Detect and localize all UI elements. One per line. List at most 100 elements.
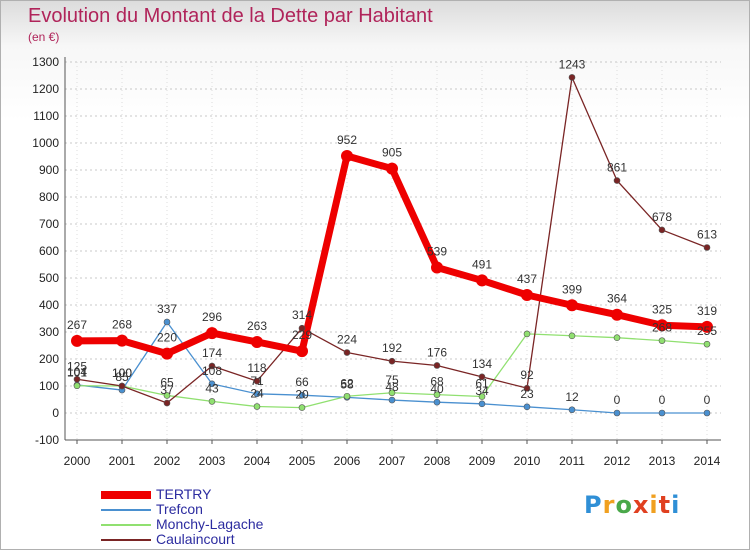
x-tick-label: 2000: [64, 454, 91, 468]
data-label-tertry: 229: [292, 328, 312, 342]
data-point-tertry: [521, 289, 533, 302]
data-label-monchy-lagache: 100: [112, 366, 132, 380]
data-point-trefcon: [388, 396, 396, 404]
data-point-caulaincourt: [523, 384, 531, 392]
data-label-caulaincourt: 134: [472, 357, 492, 371]
data-point-caulaincourt: [568, 74, 576, 81]
data-point-tertry: [341, 149, 353, 162]
data-label-tertry: 491: [472, 257, 492, 271]
x-tick-label: 2004: [244, 454, 271, 468]
data-label-monchy-lagache: 20: [295, 388, 309, 402]
data-point-tertry: [611, 308, 623, 321]
chart-subtitle: (en €): [28, 30, 60, 44]
legend-swatch-tertry: [101, 491, 151, 499]
data-label-tertry: 364: [607, 292, 627, 306]
data-point-caulaincourt: [208, 362, 216, 370]
legend-label-trefcon: Trefcon: [156, 501, 203, 517]
x-tick-label: 2002: [154, 454, 181, 468]
data-label-caulaincourt: 861: [607, 161, 627, 175]
data-point-caulaincourt: [433, 362, 441, 369]
y-tick-label: 1100: [33, 109, 59, 123]
data-label-monchy-lagache: 75: [385, 373, 399, 387]
data-label-caulaincourt: 174: [202, 346, 222, 360]
data-label-trefcon: 337: [157, 302, 177, 316]
y-tick-label: 700: [39, 217, 59, 231]
data-point-monchy-lagache: [433, 391, 441, 398]
data-label-monchy-lagache: 268: [652, 321, 672, 335]
data-point-caulaincourt: [253, 377, 261, 385]
logo-letter: r: [602, 491, 616, 519]
data-point-caulaincourt: [343, 349, 351, 356]
data-label-monchy-lagache: 61: [475, 377, 489, 391]
data-label-tertry: 952: [337, 133, 357, 147]
data-point-monchy-lagache: [343, 392, 351, 400]
data-point-tertry: [161, 347, 173, 360]
y-tick-label: 200: [39, 352, 59, 366]
y-tick-label: 100: [39, 379, 59, 393]
data-label-caulaincourt: 92: [520, 368, 534, 382]
data-label-trefcon: 66: [295, 375, 309, 389]
data-label-tertry: 268: [112, 318, 132, 332]
data-label-trefcon: 23: [520, 387, 534, 401]
data-point-trefcon: [433, 398, 441, 406]
data-label-trefcon: 40: [430, 382, 444, 396]
data-point-monchy-lagache: [658, 337, 666, 344]
data-label-caulaincourt: 613: [697, 227, 717, 241]
data-point-trefcon: [478, 400, 486, 408]
logo-letter: t: [658, 491, 672, 519]
data-label-monchy-lagache: 43: [205, 381, 219, 395]
data-point-monchy-lagache: [388, 389, 396, 397]
y-tick-label: 1300: [32, 55, 59, 69]
proxiti-logo: Proxiti: [584, 491, 680, 519]
y-tick-label: 1200: [32, 82, 59, 96]
x-tick-label: 2013: [649, 454, 676, 468]
data-point-trefcon: [523, 403, 531, 411]
data-label-monchy-lagache: 65: [160, 375, 174, 389]
data-point-monchy-lagache: [208, 398, 216, 405]
data-point-tertry: [566, 299, 578, 312]
data-label-trefcon: 58: [340, 377, 354, 391]
data-point-monchy-lagache: [298, 404, 306, 411]
data-point-trefcon: [208, 380, 216, 388]
data-point-monchy-lagache: [73, 382, 81, 390]
data-label-tertry: 263: [247, 319, 267, 333]
legend-label-monchy-lagache: Monchy-Lagache: [156, 516, 264, 532]
y-tick-label: 900: [39, 163, 59, 177]
data-label-trefcon: 0: [659, 393, 666, 407]
logo-letter: P: [584, 491, 603, 519]
data-label-caulaincourt: 37: [160, 383, 174, 397]
data-label-trefcon: 108: [202, 364, 222, 378]
data-label-monchy-lagache: 24: [250, 387, 264, 401]
data-label-tertry: 399: [562, 282, 582, 296]
data-point-trefcon: [163, 318, 171, 326]
logo-letter: i: [649, 491, 659, 519]
x-tick-label: 2011: [559, 454, 585, 468]
data-point-caulaincourt: [118, 382, 126, 390]
data-point-tertry: [701, 320, 713, 333]
data-point-tertry: [386, 162, 398, 175]
data-label-monchy-lagache: 62: [340, 376, 354, 390]
data-point-caulaincourt: [163, 399, 171, 407]
data-point-trefcon: [253, 390, 261, 398]
x-tick-label: 2001: [109, 454, 136, 468]
data-label-caulaincourt: 192: [382, 341, 402, 355]
data-point-trefcon: [298, 391, 306, 399]
data-point-monchy-lagache: [253, 403, 261, 410]
data-point-caulaincourt: [703, 244, 711, 251]
data-label-caulaincourt: 125: [67, 359, 87, 373]
data-label-trefcon: 34: [475, 384, 489, 398]
data-point-caulaincourt: [298, 324, 306, 332]
data-label-tertry: 539: [427, 244, 447, 258]
data-point-caulaincourt: [73, 375, 81, 383]
data-point-tertry: [431, 261, 443, 274]
data-point-monchy-lagache: [478, 393, 486, 400]
y-tick-label: -100: [35, 433, 59, 447]
logo-letter: i: [671, 491, 681, 519]
legend-swatch-monchy-lagache: [101, 524, 151, 526]
x-tick-label: 2012: [604, 454, 631, 468]
logo-letter: x: [632, 491, 650, 519]
data-label-caulaincourt: 678: [652, 210, 672, 224]
data-point-caulaincourt: [613, 177, 621, 184]
data-point-monchy-lagache: [703, 340, 711, 348]
